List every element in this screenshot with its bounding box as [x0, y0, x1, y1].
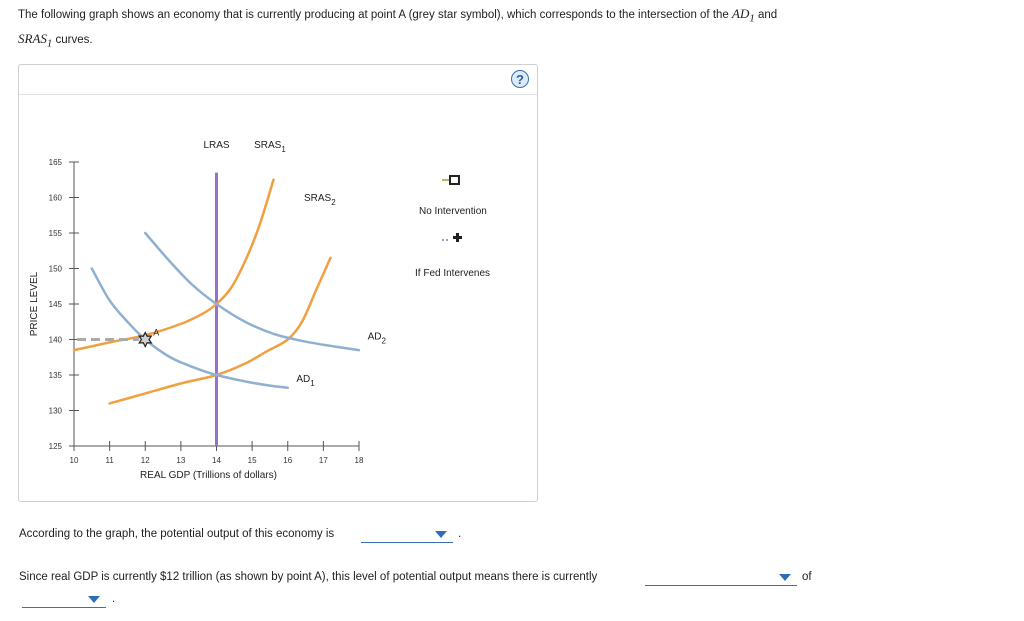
x-tick-label: 10: [70, 456, 79, 465]
sras-1-label: SRAS1: [254, 140, 286, 154]
y-tick-label: 160: [49, 194, 63, 203]
ad-1-label: AD1: [296, 374, 315, 388]
sras-2-label: SRAS2: [304, 193, 336, 207]
sras1-symbol: SRAS1: [18, 30, 53, 50]
x-axis-label: REAL GDP (Trillions of dollars): [140, 470, 277, 481]
gap-amount-dropdown[interactable]: [22, 593, 106, 608]
y-tick-label: 155: [49, 229, 63, 238]
ad-as-chart: 10 11 12 13 14 15 16 17 18 125 130 135 140 145 150 155 1…: [29, 140, 462, 481]
legend-plus-icon: [453, 233, 462, 242]
y-tick-label: 150: [49, 265, 63, 274]
question-1-end: .: [458, 528, 462, 540]
chart-curve-labels: A LRAS SRAS1 SRAS2 AD1 AD2: [153, 140, 386, 388]
x-tick-label: 15: [248, 456, 257, 465]
ad-2-label: AD2: [368, 332, 387, 346]
x-tick-label: 14: [212, 456, 221, 465]
chart-axes: 10 11 12 13 14 15 16 17 18 125 130 135 140 145 150 155 1…: [29, 158, 364, 481]
y-tick-label: 145: [49, 300, 63, 309]
y-tick-label: 165: [49, 158, 63, 167]
legend-no-intervention-icon: [449, 175, 460, 185]
help-icon[interactable]: ?: [511, 70, 529, 88]
question-2-text: Since real GDP is currently $12 trillion…: [19, 571, 598, 583]
chevron-down-icon: [779, 574, 791, 581]
question-3-end: .: [112, 593, 116, 605]
y-tick-label: 135: [49, 371, 63, 380]
ad-1-curve: [90, 267, 289, 390]
x-tick-label: 18: [355, 456, 364, 465]
y-tick-label: 130: [49, 407, 63, 416]
y-axis-label: PRICE LEVEL: [29, 271, 40, 336]
x-tick-label: 13: [176, 456, 185, 465]
y-tick-label: 125: [49, 442, 63, 451]
x-tick-label: 12: [141, 456, 150, 465]
legend-no-intervention: No Intervention: [419, 206, 487, 217]
intro-and: and: [754, 9, 778, 21]
intro-text-1: The following graph shows an economy tha…: [18, 9, 733, 21]
potential-output-dropdown[interactable]: [361, 528, 453, 543]
chevron-down-icon: [435, 531, 447, 538]
graph-panel: ? 10 11 12 13 14 15 16 17 18 125 130 135 140 145 150 15…: [18, 64, 538, 502]
point-a-star-icon: [138, 331, 153, 348]
legend-fed-intervenes: If Fed Intervenes: [415, 268, 491, 279]
lras-label: LRAS: [203, 140, 229, 151]
x-tick-label: 11: [105, 456, 114, 465]
ad-2-curve: [144, 231, 361, 352]
chevron-down-icon: [88, 596, 100, 603]
question-2-end: of: [802, 571, 812, 583]
question-1-text: According to the graph, the potential ou…: [19, 528, 335, 540]
point-a-label: A: [153, 328, 159, 338]
question-intro: The following graph shows an economy tha…: [18, 4, 1008, 53]
chart-curves: [72, 172, 361, 446]
y-tick-label: 140: [49, 336, 63, 345]
intro-text-2: curves.: [52, 33, 93, 46]
ad1-symbol: AD1: [732, 6, 755, 25]
panel-toolbar: ?: [19, 65, 537, 95]
x-tick-label: 17: [319, 456, 328, 465]
legend-icons: [442, 175, 462, 242]
x-tick-label: 16: [283, 456, 292, 465]
gap-type-dropdown[interactable]: [645, 571, 797, 586]
sras-2-curve: [108, 256, 332, 405]
